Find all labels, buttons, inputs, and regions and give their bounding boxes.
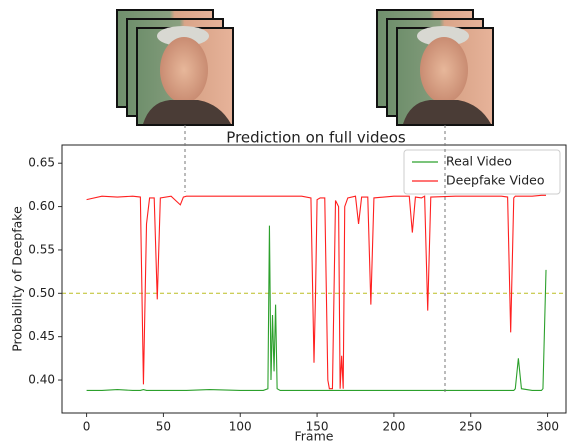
frame-stack-right [376,9,494,126]
plot-area: 0 50 100 150 200 250 300 0.40 0.45 0.50 0.55 0.60 0.… [28,144,567,434]
y-tick-label: 0.60 [28,199,55,213]
x-axis-label: Frame [295,429,334,444]
x-tick-label: 200 [382,420,405,434]
x-tick-label: 250 [459,420,482,434]
x-tick-label: 300 [536,420,559,434]
axes-frame [61,144,567,414]
y-tick-label: 0.50 [28,286,55,300]
y-tick-label: 0.65 [28,156,55,170]
legend-label: Real Video [446,154,512,169]
y-tick-label: 0.55 [28,242,55,256]
x-tick-label: 50 [156,420,171,434]
series-line [86,225,547,391]
y-axis-label: Probability of Deepfake [10,206,25,352]
chart-title: Prediction on full videos [226,129,406,147]
series-line [86,194,547,390]
legend: Real Video Deepfake Video [403,149,561,195]
y-tick-label: 0.40 [28,373,55,387]
legend-box [403,149,561,195]
legend-label: Deepfake Video [446,173,544,188]
frame-stack-left [116,9,234,126]
x-tick-label: 0 [83,420,91,434]
x-tick-label: 150 [306,420,329,434]
x-tick-label: 100 [229,420,252,434]
y-tick-label: 0.45 [28,329,55,343]
